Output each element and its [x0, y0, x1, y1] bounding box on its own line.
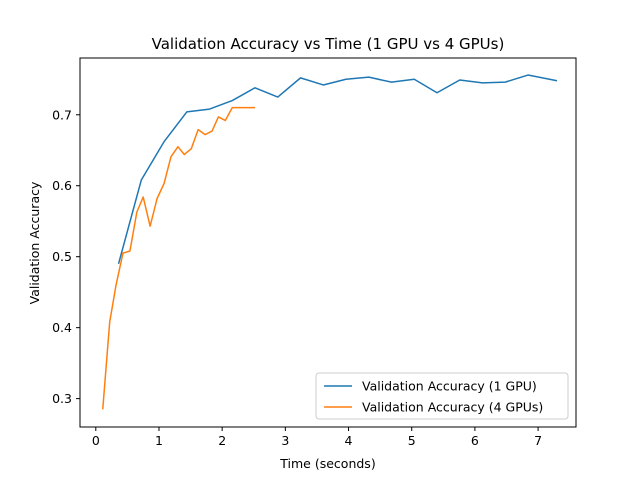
chart-title: Validation Accuracy vs Time (1 GPU vs 4 … [152, 35, 505, 53]
series-line-validation-accuracy-1-gpu [117, 74, 558, 264]
y-tick-label: 0.3 [52, 391, 72, 406]
y-tick-label: 0.7 [52, 107, 72, 122]
y-axis-label: Validation Accuracy [27, 181, 42, 304]
x-tick-label: 5 [408, 433, 416, 448]
y-tick-label: 0.6 [52, 178, 72, 193]
series-layer [102, 74, 558, 410]
axes-frame [79, 57, 577, 428]
legend-label-1-gpu: Validation Accuracy (1 GPU) [362, 379, 537, 394]
x-tick-label: 2 [218, 433, 226, 448]
x-tick-label: 7 [534, 433, 542, 448]
y-tick-label: 0.4 [52, 320, 72, 335]
legend: Validation Accuracy (1 GPU) Validation A… [315, 372, 569, 420]
x-axis: 0 1 2 3 4 5 6 7 [92, 427, 542, 448]
y-tick-label: 0.5 [52, 249, 72, 264]
plot-area [79, 57, 577, 428]
x-axis-label: Time (seconds) [279, 456, 375, 471]
x-tick-label: 6 [471, 433, 479, 448]
x-tick-label: 0 [92, 433, 100, 448]
x-tick-label: 1 [155, 433, 163, 448]
legend-box [315, 372, 569, 420]
x-tick-label: 4 [345, 433, 353, 448]
y-axis: 0.3 0.4 0.5 0.6 0.7 [52, 107, 80, 406]
x-tick-label: 3 [281, 433, 289, 448]
legend-label-4-gpus: Validation Accuracy (4 GPUs) [362, 400, 543, 415]
